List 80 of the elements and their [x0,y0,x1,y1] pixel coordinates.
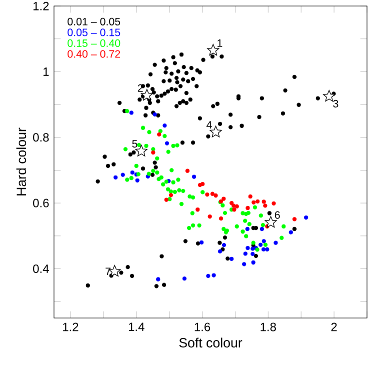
text: 0.40 – 0.72 [68,50,120,58]
y-tick-label: 0.6 [33,198,49,208]
point [272,201,276,206]
y-tick-label: 1 [44,68,49,76]
point [243,252,248,256]
point [246,206,250,210]
text: 0.15 – 0.40 [68,39,120,47]
point [164,198,168,202]
y-tick-label: 0.8 [33,133,49,142]
y-tick-label: 0.4 [33,264,49,273]
point [108,265,121,277]
point [232,208,236,212]
point [261,247,266,252]
point [288,230,293,234]
point [151,150,156,155]
x-axis-title: Soft colour [179,338,242,348]
point [114,175,118,180]
point [242,262,246,266]
point [250,252,255,256]
y-axis-title: Hard colour [16,128,26,196]
point [200,182,205,186]
point [185,168,190,173]
point [260,226,264,232]
x-tick-label: 1.2 [63,322,78,332]
point [256,199,260,204]
point [129,110,134,115]
point [222,243,226,248]
point [210,192,215,196]
point [205,192,210,197]
point [157,132,162,136]
point [234,204,239,208]
point [264,216,277,228]
point [206,274,210,278]
point [200,240,204,245]
x-tick-label: 1.6 [194,322,210,332]
point [212,273,216,278]
point [258,242,263,247]
point [251,260,256,265]
point [135,178,140,182]
point [156,277,160,282]
point [130,170,134,175]
point [248,194,252,199]
point [218,216,224,221]
point [214,193,218,198]
point [250,246,255,251]
point [168,193,174,198]
point [262,239,266,244]
text: 0.01 – 0.05 [68,18,120,26]
annotation: 1 [218,39,222,47]
point [230,256,234,261]
y-tick-label: 1.2 [34,2,49,10]
point [245,226,250,232]
point [304,215,308,220]
annotation: 4 [206,121,212,129]
point [164,141,170,146]
point [262,200,266,204]
point [208,214,212,219]
point [196,208,200,212]
x-tick-label: 1.4 [128,322,144,331]
point [207,44,220,56]
point [265,247,270,252]
point [246,246,250,250]
annotation: 6 [274,211,280,219]
annotation: 5 [132,140,138,148]
point [274,240,278,245]
point [231,204,236,208]
point [292,217,297,222]
point [182,276,187,281]
point [120,172,125,177]
point [252,200,256,204]
point [218,249,222,254]
point [192,174,196,179]
text: 0.05 – 0.15 [68,28,120,36]
point [222,196,226,201]
x-tick-label: 2 [331,322,337,332]
annotation: 3 [333,100,338,108]
x-tick-label: 1.8 [260,322,276,332]
point [263,204,268,208]
point [162,123,167,128]
annotation: 7 [106,268,110,276]
